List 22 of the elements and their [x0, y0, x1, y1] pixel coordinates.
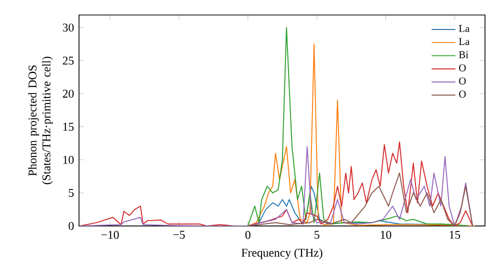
x-tick-label: 0 [245, 230, 250, 239]
legend-label: O [459, 64, 466, 72]
legend-label: La [458, 25, 470, 32]
y-tick-label: 0 [68, 222, 74, 230]
y-tick-label: 15 [63, 122, 74, 131]
y-tick-label: 5 [68, 188, 74, 197]
y-tick-label: 20 [62, 90, 74, 98]
x-tick-label: 10 [380, 230, 392, 239]
y-tick-label: 30 [62, 24, 74, 32]
x-tick-label: −5 [173, 230, 185, 239]
x-tick-label: 15 [450, 230, 460, 239]
line-series [247, 172, 474, 226]
legend-label: O [459, 78, 466, 84]
legend-label: La [458, 38, 470, 46]
x-axis-title: Frequency (THz) [242, 248, 322, 260]
x-tick-label: −10 [101, 230, 119, 239]
x-tick-label: 5 [314, 230, 320, 239]
y-axis-title: Phonon projected DOS (States/THz·primitive cell) [28, 56, 53, 184]
y-tick-label: 10 [63, 156, 74, 164]
legend-label: Bi [458, 51, 468, 58]
y-tick-label: 25 [62, 56, 74, 65]
legend-label: O [459, 90, 466, 98]
